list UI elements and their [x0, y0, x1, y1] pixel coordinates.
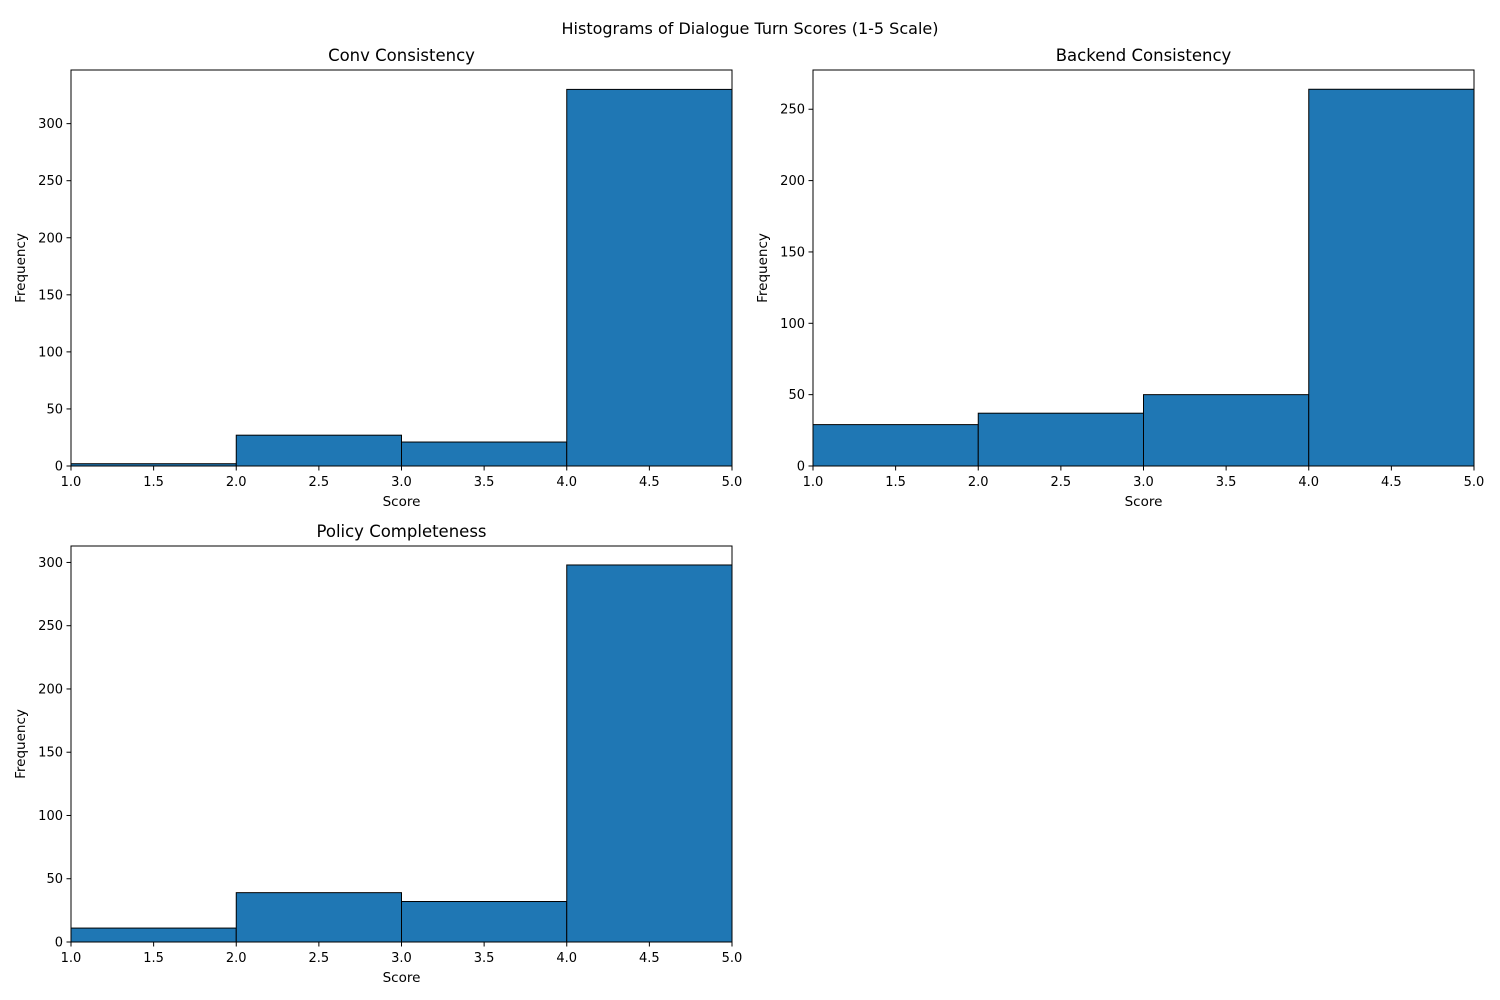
subplot-title: Policy Completeness	[316, 522, 486, 541]
figure-title: Histograms of Dialogue Turn Scores (1-5 …	[562, 19, 939, 38]
x-axis-label: Score	[1125, 494, 1163, 510]
x-tick-label: 1.5	[143, 951, 164, 966]
histogram-bar	[566, 564, 733, 943]
histogram-bar	[235, 892, 402, 943]
y-tick-label: 250	[38, 174, 63, 189]
histogram-bar	[235, 434, 402, 467]
y-tick-label: 250	[38, 619, 63, 634]
x-tick-label: 3.5	[1216, 475, 1237, 490]
histogram-bar	[1308, 88, 1475, 467]
histogram-bar	[401, 441, 568, 467]
x-tick-label: 3.0	[391, 475, 412, 490]
y-tick-label: 100	[38, 345, 63, 360]
x-tick-label: 2.0	[226, 475, 247, 490]
y-tick-label: 50	[46, 402, 63, 417]
subplot-grid: 1.0 1.5 2.0 2.5 3.0 3.5 4.0 4.5 5.0 0 50 100 150 200 2…	[13, 46, 1484, 986]
histogram-bar	[812, 424, 979, 467]
histogram-bar	[70, 927, 237, 943]
y-tick-label: 200	[38, 682, 63, 697]
x-tick-label: 5.0	[722, 475, 743, 490]
histogram-bar	[401, 901, 568, 943]
y-tick-label: 300	[38, 556, 63, 571]
y-tick-label: 100	[780, 317, 805, 332]
histogram-panel: 1.0 1.5 2.0 2.5 3.0 3.5 4.0 4.5 5.0 0 50 100 150 200 2…	[755, 46, 1484, 510]
x-tick-label: 4.5	[639, 951, 660, 966]
y-tick-label: 200	[780, 174, 805, 189]
y-axis-label: Frequency	[13, 709, 29, 779]
x-tick-label: 2.0	[968, 475, 989, 490]
x-tick-label: 2.5	[309, 951, 330, 966]
x-tick-label: 2.5	[309, 475, 330, 490]
x-tick-label: 2.5	[1051, 475, 1072, 490]
y-tick-label: 0	[55, 460, 63, 475]
x-tick-label: 1.5	[143, 475, 164, 490]
x-tick-label: 2.0	[226, 951, 247, 966]
x-tick-label: 5.0	[1464, 475, 1485, 490]
y-tick-label: 0	[55, 936, 63, 951]
y-tick-label: 200	[38, 231, 63, 246]
y-axis-label: Frequency	[13, 233, 29, 303]
y-tick-label: 50	[46, 872, 63, 887]
histogram-bar	[977, 412, 1144, 467]
x-tick-label: 4.0	[556, 475, 577, 490]
y-tick-label: 50	[788, 388, 805, 403]
x-tick-label: 4.5	[1381, 475, 1402, 490]
x-tick-label: 1.5	[885, 475, 906, 490]
x-tick-label: 3.0	[1133, 475, 1154, 490]
y-tick-label: 100	[38, 809, 63, 824]
x-tick-label: 1.0	[61, 951, 82, 966]
x-tick-label: 3.0	[391, 951, 412, 966]
x-tick-label: 1.0	[803, 475, 824, 490]
y-tick-label: 150	[780, 245, 805, 260]
x-tick-label: 5.0	[722, 951, 743, 966]
histogram-bar	[1143, 394, 1310, 467]
y-tick-label: 300	[38, 117, 63, 132]
histogram-panel: 1.0 1.5 2.0 2.5 3.0 3.5 4.0 4.5 5.0 0 50 100 150 200 2…	[13, 46, 742, 510]
x-axis-label: Score	[383, 970, 421, 986]
y-tick-label: 150	[38, 746, 63, 761]
y-tick-label: 150	[38, 288, 63, 303]
x-tick-label: 4.5	[639, 475, 660, 490]
x-tick-label: 1.0	[61, 475, 82, 490]
subplot-title: Backend Consistency	[1056, 46, 1232, 65]
x-tick-label: 3.5	[474, 951, 495, 966]
histogram-panel: 1.0 1.5 2.0 2.5 3.0 3.5 4.0 4.5 5.0 0 50 100 150 200 2…	[13, 522, 742, 986]
x-tick-label: 4.0	[556, 951, 577, 966]
y-tick-label: 250	[780, 103, 805, 118]
y-axis-label: Frequency	[755, 233, 771, 303]
y-tick-label: 0	[797, 460, 805, 475]
x-tick-label: 4.0	[1298, 475, 1319, 490]
x-tick-label: 3.5	[474, 475, 495, 490]
subplot-title: Conv Consistency	[328, 46, 475, 65]
histogram-bar	[566, 88, 733, 467]
x-axis-label: Score	[383, 494, 421, 510]
